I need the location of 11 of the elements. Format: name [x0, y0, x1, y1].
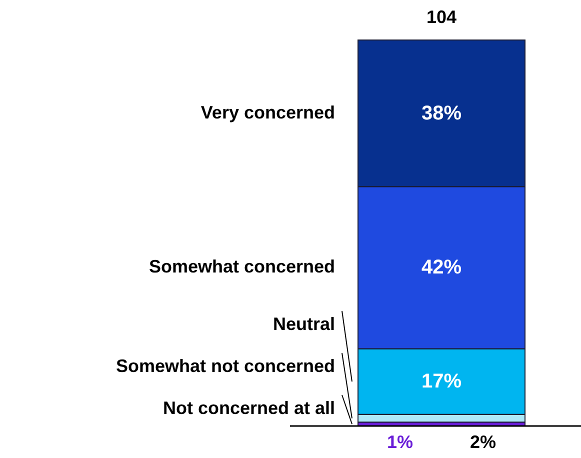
text: Somewhat not concerned — [116, 356, 335, 376]
data-label: 2% — [470, 432, 496, 452]
data-label: 38% — [421, 102, 462, 124]
data-label: 17% — [421, 370, 462, 393]
series-label: Not concerned at all — [162, 398, 335, 418]
series-label: Somewhat concerned — [148, 256, 335, 277]
data-label: 1% — [386, 432, 414, 452]
data-label: 42% — [421, 256, 462, 279]
series-label: Neutral — [272, 314, 335, 334]
text: 104 — [426, 7, 457, 27]
series-label: Very concerned — [200, 102, 335, 122]
